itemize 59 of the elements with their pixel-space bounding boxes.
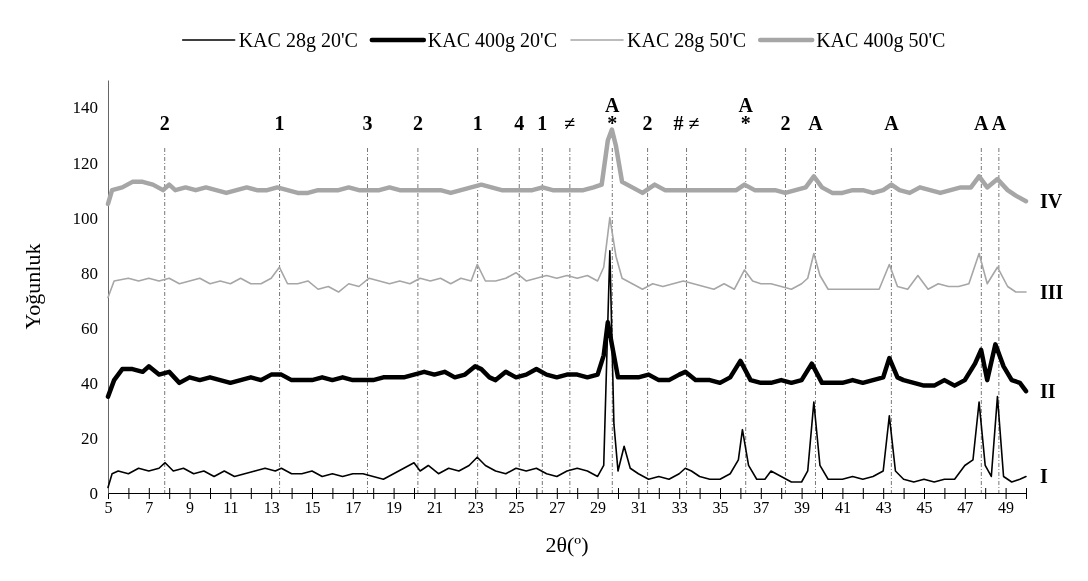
x-tick-label: 9: [186, 499, 195, 517]
y-tick-label: 120: [72, 153, 98, 173]
annotation: 2: [412, 112, 423, 134]
y-tick-label: 40: [81, 373, 98, 393]
x-tick-label: 35: [712, 499, 729, 517]
x-tick-label: 37: [753, 499, 770, 517]
y-tick-label: 0: [89, 483, 98, 503]
text: II: [1040, 380, 1056, 403]
text: I: [1040, 465, 1048, 488]
text: IV: [1040, 190, 1063, 213]
x-tick-label: 15: [304, 499, 321, 517]
x-tick-label: 13: [263, 499, 280, 517]
x-tick-label: 29: [590, 499, 607, 517]
legend-label: KAC 28g 20'C: [238, 29, 358, 52]
x-tick-label: 17: [345, 499, 362, 517]
x-tick-label: 31: [630, 499, 647, 517]
x-axis-title: 2θ(º): [545, 532, 589, 557]
y-tick-label: 20: [81, 428, 98, 448]
x-tick-label: 39: [794, 499, 811, 517]
annotation: 1: [537, 112, 548, 134]
x-tick-label: 27: [549, 499, 566, 517]
annotation: 4: [514, 112, 525, 134]
annotation: 3: [362, 112, 373, 134]
annotation: 1: [274, 112, 285, 134]
annotation: 1: [472, 112, 483, 134]
ref-line-label: # ≠: [673, 112, 700, 134]
y-tick-label: 60: [81, 318, 98, 338]
x-tick-label: 5: [104, 499, 113, 517]
x-tick-label: 11: [223, 499, 239, 517]
legend-label: KAC 28g 50'C: [627, 29, 747, 52]
y-tick-label: 100: [72, 208, 98, 228]
annotation: 2: [642, 112, 653, 134]
annotation: 2: [780, 112, 791, 134]
x-tick-label: 7: [145, 499, 154, 517]
legend-label: KAC 400g 50'C: [816, 29, 946, 52]
annotation: ≠: [564, 112, 576, 134]
text: III: [1040, 281, 1064, 304]
ref-line-label: A: [808, 112, 824, 134]
x-tick-label: 21: [426, 499, 443, 517]
annotation: 2: [159, 112, 170, 134]
ref-line-label: A *: [605, 94, 621, 134]
ref-line-label: A: [974, 112, 990, 134]
x-tick-label: 45: [916, 499, 933, 517]
x-tick-label: 25: [508, 499, 525, 517]
x-tick-label: 49: [998, 499, 1015, 517]
line-series: [107, 216, 1027, 299]
x-tick-label: 47: [957, 499, 974, 517]
x-tick-label: 19: [386, 499, 403, 517]
y-axis-title: Yoğunluk: [20, 243, 45, 330]
x-tick-label: 43: [875, 499, 892, 517]
x-tick-label: 41: [834, 499, 851, 517]
x-tick-label: 23: [467, 499, 484, 517]
y-tick-label: 80: [81, 263, 98, 283]
ref-line-label: A: [884, 112, 900, 134]
x-tick-label: 33: [671, 499, 688, 517]
ref-line-label: A: [991, 112, 1007, 134]
ref-line-label: A *: [738, 94, 754, 134]
legend-label: KAC 400g 20'C: [427, 29, 557, 52]
y-tick-label: 140: [72, 98, 98, 118]
